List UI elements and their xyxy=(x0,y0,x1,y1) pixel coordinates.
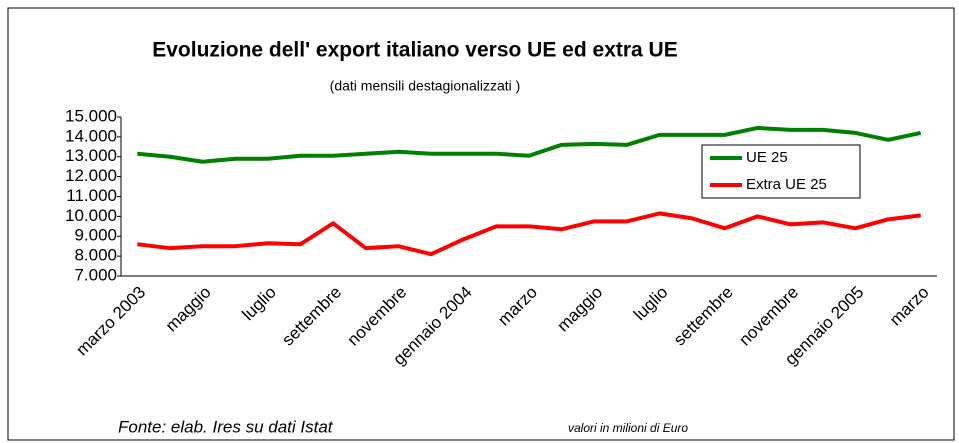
source-note: Fonte: elab. Ires su dati Istat xyxy=(118,417,334,436)
chart-title: Evoluzione dell' export italiano verso U… xyxy=(152,39,677,62)
y-tick-label: 7.000 xyxy=(74,265,117,284)
unit-note: valori in milioni di Euro xyxy=(568,421,688,435)
y-tick-label: 8.000 xyxy=(74,246,117,265)
y-tick-label: 14.000 xyxy=(65,126,117,145)
y-tick-label: 15.000 xyxy=(65,106,117,125)
y-tick-label: 11.000 xyxy=(66,186,117,205)
chart-subtitle: (dati mensili destagionalizzati ) xyxy=(330,78,521,94)
y-tick-label: 12.000 xyxy=(65,166,117,185)
y-tick-label: 13.000 xyxy=(65,146,117,165)
series-line xyxy=(137,211,921,257)
legend-box xyxy=(701,144,861,199)
series-line xyxy=(137,125,922,164)
legend-label: UE 25 xyxy=(746,149,788,166)
legend-label: Extra UE 25 xyxy=(746,176,827,193)
y-tick-label: 10.000 xyxy=(65,206,117,225)
y-tick-label: 9.000 xyxy=(74,226,117,245)
